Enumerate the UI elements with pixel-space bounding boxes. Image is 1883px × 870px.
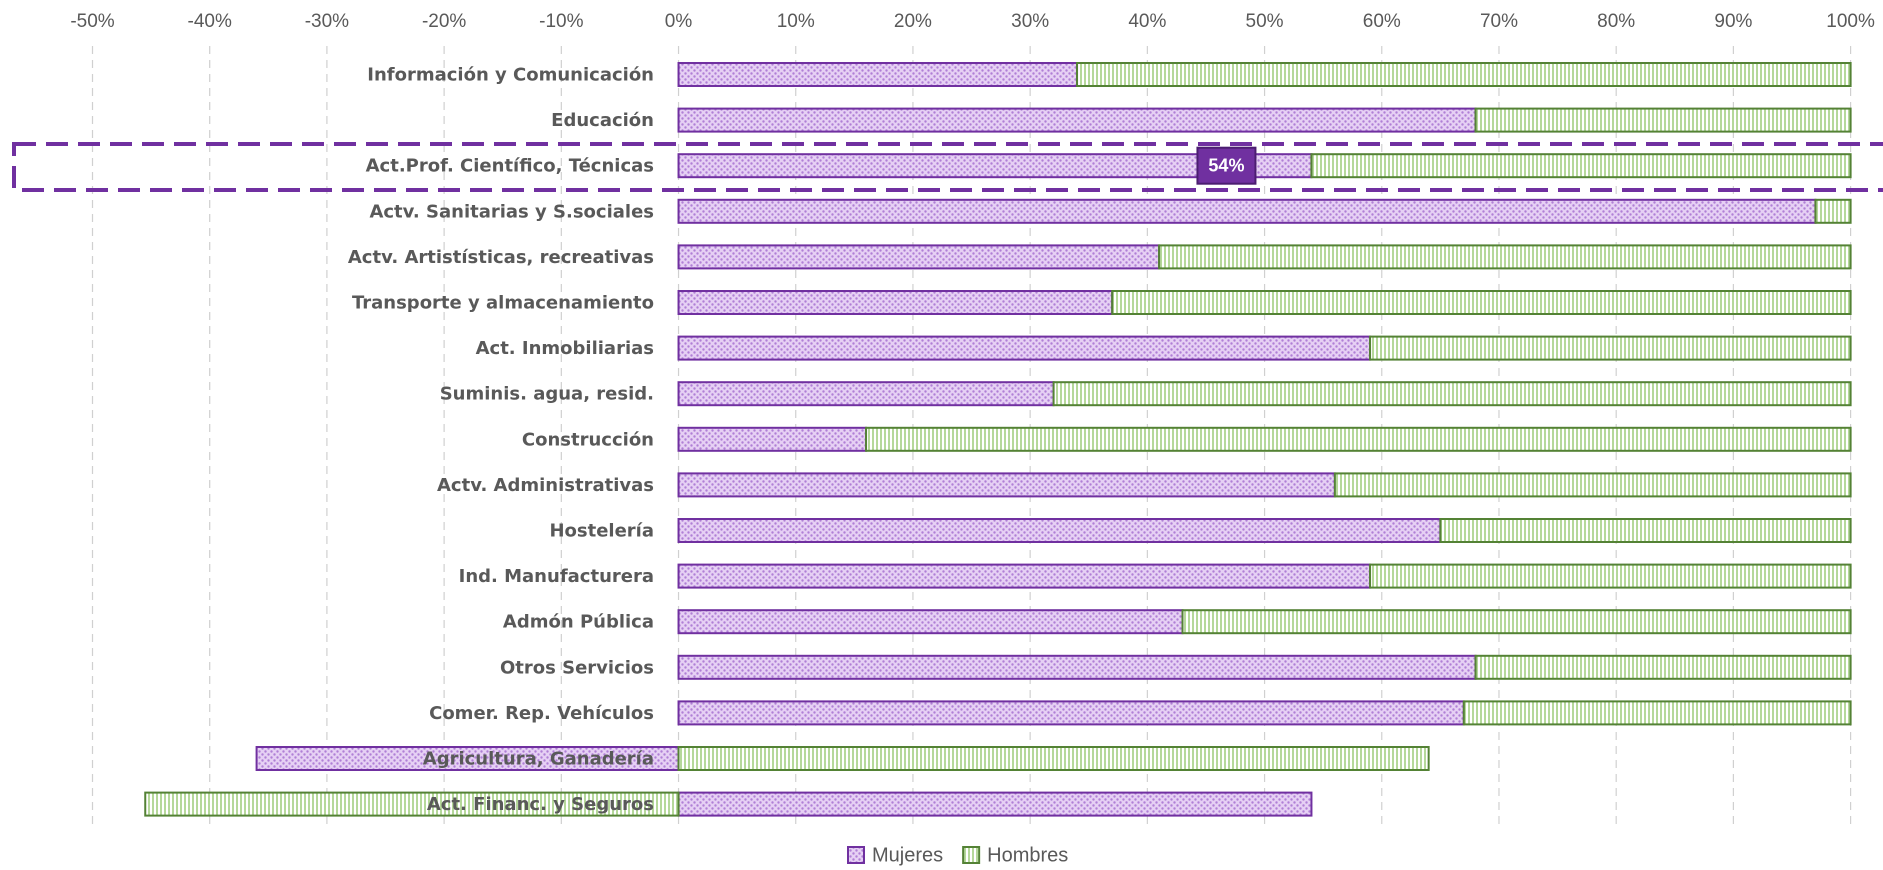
x-tick-label: 90% — [1714, 11, 1752, 32]
x-tick-label: 100% — [1826, 11, 1875, 32]
bar-segment — [1369, 335, 1852, 361]
legend-swatch — [962, 846, 981, 864]
x-tick-label: 20% — [894, 11, 932, 32]
bar-segment — [677, 426, 868, 452]
bar-segment — [677, 290, 1114, 315]
x-tick-label: 40% — [1128, 11, 1166, 32]
bars — [144, 62, 1852, 817]
bar-segment — [1814, 198, 1852, 224]
bar-segment — [1181, 609, 1852, 635]
category-label: Actv. Artistísticas, recreativas — [348, 247, 654, 268]
x-tick-label: 60% — [1363, 11, 1401, 32]
x-tick-label: 10% — [777, 11, 815, 32]
bar-segment — [677, 563, 1372, 589]
category-label: Act. Financ. y Seguros — [427, 794, 654, 815]
x-tick-label: -50% — [70, 11, 114, 32]
category-label: Ind. Manufacturera — [459, 566, 654, 587]
bar-segment — [1052, 381, 1852, 407]
bar-segment — [144, 791, 680, 817]
x-tick-label: 70% — [1480, 11, 1518, 32]
x-tick-label: -20% — [422, 11, 466, 32]
bar-segment — [1474, 654, 1852, 680]
category-label: Comer. Rep. Vehículos — [429, 703, 654, 724]
category-label: Admón Pública — [503, 612, 654, 633]
bar-segment — [677, 198, 1817, 224]
category-label: Hostelería — [549, 521, 654, 542]
bar-segment — [677, 107, 1477, 133]
x-tick-label: -30% — [305, 11, 349, 32]
bar-segment — [677, 746, 1430, 771]
bar-segment — [1076, 62, 1852, 87]
x-tick-label: -40% — [188, 11, 232, 32]
category-label: Otros Servicios — [500, 657, 654, 678]
category-label: Act.Prof. Científico, Técnicas — [366, 156, 654, 177]
bar-segment — [677, 518, 1442, 543]
category-label: Transporte y almacenamiento — [352, 293, 654, 314]
bar-segment — [1369, 563, 1852, 589]
bar-segment — [1158, 244, 1852, 270]
bar-segment — [1333, 472, 1852, 498]
bar-segment — [865, 426, 1852, 452]
highlight-box — [12, 142, 1883, 192]
x-tick-label: 80% — [1597, 11, 1635, 32]
x-tick-label: 30% — [1011, 11, 1049, 32]
x-tick-label: -10% — [539, 11, 583, 32]
bar-segment — [1474, 107, 1852, 133]
category-label: Act. Inmobiliarias — [476, 338, 654, 359]
bar-segment — [1439, 518, 1852, 543]
legend-label: Hombres — [987, 844, 1068, 866]
x-tick-label: 0% — [665, 11, 693, 32]
category-label: Construcción — [522, 429, 654, 450]
bar-segment — [677, 609, 1184, 635]
bar-segment — [677, 62, 1079, 87]
data-label-box — [1196, 146, 1257, 185]
legend-label: Mujeres — [872, 844, 943, 866]
x-tick-label: 50% — [1246, 11, 1284, 32]
category-label: Educación — [551, 110, 654, 131]
category-label: Agricultura, Ganadería — [423, 749, 654, 770]
bar-segment — [677, 472, 1336, 498]
bar-segment — [677, 700, 1465, 726]
bar-segment — [1111, 290, 1852, 315]
category-label: Información y Comunicación — [367, 65, 654, 86]
bar-segment — [1310, 153, 1852, 179]
data-label: 54% — [1208, 155, 1244, 175]
bar-segment — [677, 335, 1372, 361]
labels: -50% -40% -30% -20% -10% 0% 10% 20% 30% 40% 50% 60%… — [70, 11, 1875, 866]
bar-segment — [677, 654, 1477, 680]
category-label: Actv. Sanitarias y S.sociales — [369, 201, 654, 222]
category-label: Suminis. agua, resid. — [440, 384, 654, 405]
bar-segment — [677, 381, 1055, 407]
bar-segment — [1462, 700, 1852, 726]
legend-swatch — [847, 846, 865, 864]
category-label: Actv. Administrativas — [437, 475, 654, 496]
bar-segment — [677, 791, 1313, 817]
bar-segment — [677, 244, 1161, 270]
